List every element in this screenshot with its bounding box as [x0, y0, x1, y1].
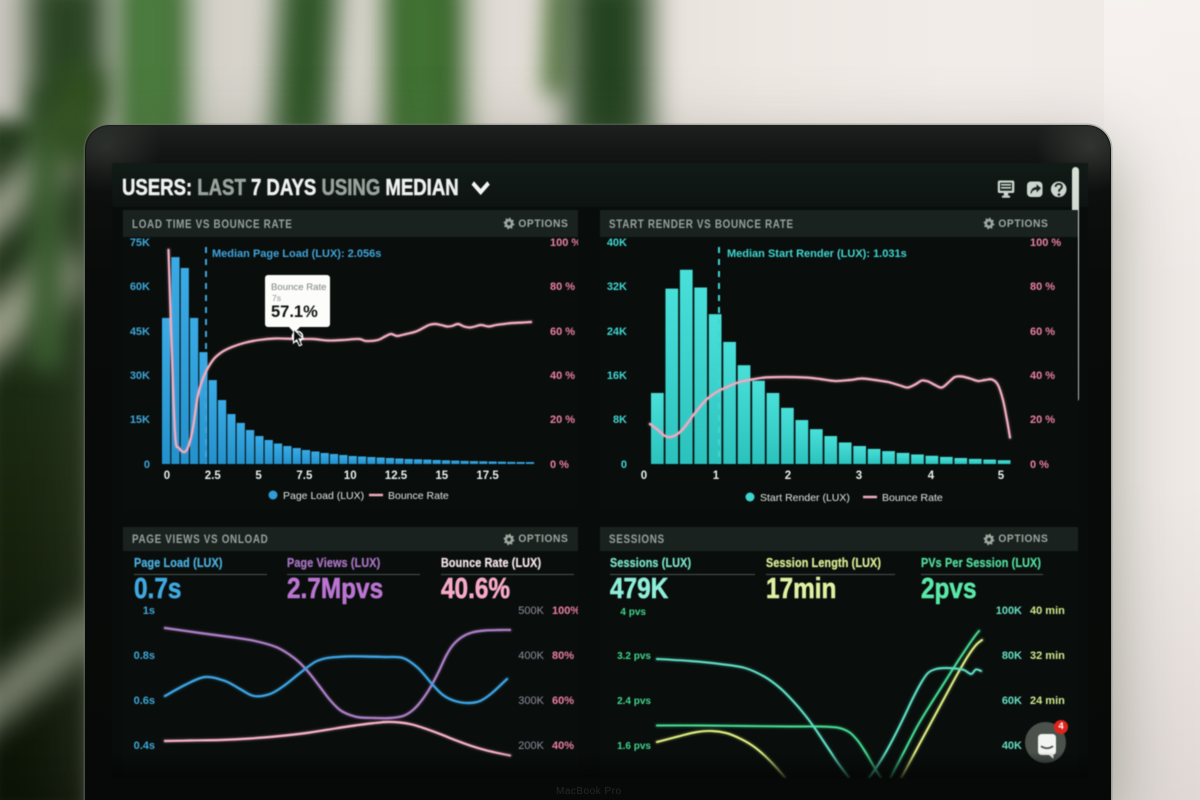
svg-text:100 %: 100 % [1030, 237, 1061, 249]
svg-text:32K: 32K [607, 281, 627, 293]
svg-text:500K: 500K [518, 605, 544, 617]
svg-text:300K: 300K [518, 695, 544, 707]
svg-text:32 min: 32 min [1030, 650, 1065, 662]
svg-text:2: 2 [785, 470, 791, 482]
svg-text:16K: 16K [607, 370, 627, 382]
svg-text:0: 0 [621, 459, 627, 471]
svg-text:40 %: 40 % [550, 370, 575, 382]
svg-text:0: 0 [144, 459, 150, 471]
svg-text:57.1%: 57.1% [271, 303, 318, 321]
svg-text:80 %: 80 % [550, 281, 575, 293]
svg-text:3: 3 [856, 470, 862, 482]
svg-text:5: 5 [998, 470, 1005, 482]
svg-text:17.5: 17.5 [476, 470, 499, 482]
svg-text:0: 0 [641, 470, 647, 482]
svg-text:Bounce Rate: Bounce Rate [388, 490, 449, 502]
svg-text:1s: 1s [143, 605, 155, 617]
svg-text:40%: 40% [552, 740, 574, 752]
svg-text:24 min: 24 min [1030, 695, 1065, 707]
svg-text:40 %: 40 % [1030, 370, 1055, 382]
svg-text:80 %: 80 % [1030, 281, 1055, 293]
svg-text:30K: 30K [130, 370, 150, 382]
svg-text:4 pvs: 4 pvs [620, 607, 646, 618]
svg-text:4: 4 [928, 470, 935, 482]
svg-text:20 %: 20 % [550, 414, 575, 426]
svg-text:1: 1 [713, 470, 720, 482]
svg-text:Start Render (LUX): Start Render (LUX) [760, 492, 850, 504]
svg-text:40K: 40K [1002, 740, 1022, 752]
svg-text:0: 0 [164, 470, 170, 482]
svg-text:5: 5 [255, 470, 262, 482]
svg-text:100 %: 100 % [550, 237, 578, 249]
svg-text:0.4s: 0.4s [134, 740, 155, 752]
svg-text:60K: 60K [1002, 695, 1022, 707]
svg-text:2.5: 2.5 [205, 470, 222, 482]
svg-text:Bounce Rate: Bounce Rate [271, 282, 326, 293]
svg-text:1.6 pvs: 1.6 pvs [617, 741, 651, 752]
svg-text:8K: 8K [613, 414, 627, 426]
svg-text:15: 15 [435, 470, 448, 482]
svg-text:100%: 100% [552, 605, 578, 617]
svg-text:20 %: 20 % [1030, 414, 1055, 426]
svg-text:60 %: 60 % [1030, 326, 1055, 338]
svg-text:40K: 40K [607, 237, 627, 249]
svg-text:200K: 200K [518, 740, 544, 752]
svg-text:60 %: 60 % [550, 326, 575, 338]
svg-text:0 %: 0 % [550, 459, 569, 471]
svg-text:80%: 80% [552, 650, 574, 662]
svg-text:15K: 15K [130, 414, 150, 426]
svg-text:100K: 100K [996, 605, 1022, 617]
svg-text:Median Page Load (LUX): 2.056s: Median Page Load (LUX): 2.056s [212, 248, 381, 260]
svg-text:7.5: 7.5 [296, 470, 313, 482]
svg-text:2.4 pvs: 2.4 pvs [617, 696, 651, 707]
svg-text:60K: 60K [130, 281, 150, 293]
svg-text:24K: 24K [607, 326, 627, 338]
svg-text:Page Load (LUX): Page Load (LUX) [283, 490, 364, 502]
svg-text:0 %: 0 % [1030, 459, 1049, 471]
svg-text:10: 10 [344, 470, 357, 482]
svg-text:40 min: 40 min [1030, 605, 1065, 617]
svg-text:Median Start Render (LUX): 1.0: Median Start Render (LUX): 1.031s [727, 248, 907, 260]
svg-text:60%: 60% [552, 695, 574, 707]
svg-text:7s: 7s [272, 293, 281, 303]
svg-text:3.2 pvs: 3.2 pvs [617, 651, 651, 662]
svg-text:400K: 400K [518, 650, 544, 662]
svg-text:80K: 80K [1002, 650, 1022, 662]
svg-text:12.5: 12.5 [385, 470, 408, 482]
svg-text:75K: 75K [130, 237, 150, 249]
svg-text:0.8s: 0.8s [134, 650, 155, 662]
svg-text:Bounce Rate: Bounce Rate [882, 492, 943, 504]
svg-text:45K: 45K [130, 326, 150, 338]
svg-text:0.6s: 0.6s [134, 695, 155, 707]
